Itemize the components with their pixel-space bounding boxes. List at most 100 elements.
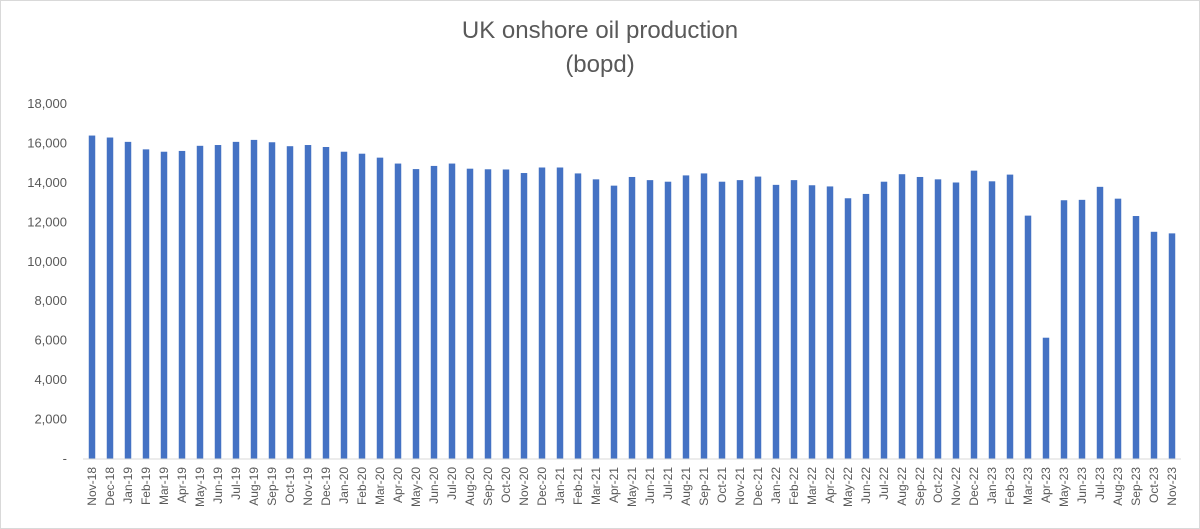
bar [1024,215,1032,459]
y-tick-label: 16,000 [27,135,67,150]
x-tick-label: May-21 [625,467,639,507]
bar [1042,337,1050,459]
bar [304,145,312,459]
bar [1078,199,1086,459]
y-axis: - 2,000 4,000 6,000 8,000 10,000 12,000 14,000 1… [27,96,67,466]
bar [88,135,96,460]
x-tick-label: Sep-23 [1129,467,1143,506]
x-tick-label: Dec-19 [319,467,333,506]
x-tick-label: Oct-22 [931,467,945,503]
bar [448,163,456,460]
x-tick-label: Sep-22 [913,467,927,506]
bar [250,139,258,459]
x-tick-label: Sep-21 [697,467,711,506]
y-tick-label: 8,000 [34,293,67,308]
bar [898,174,906,459]
x-tick-label: Nov-20 [517,467,531,506]
x-tick-label: Feb-23 [1003,467,1017,505]
x-tick-label: May-20 [409,467,423,507]
x-tick-label: Dec-18 [103,467,117,506]
bar [394,163,402,460]
bar [1132,216,1140,459]
x-axis: Nov-18 Dec-18 Jan-19 Feb-19 Mar-19 Apr-19 May-… [85,467,1179,507]
bar [700,173,708,459]
x-tick-label: Nov-22 [949,467,963,506]
x-tick-label: Feb-21 [571,467,585,505]
bar [1114,198,1122,459]
bar [340,151,348,459]
bar [466,168,474,459]
y-tick-label: 4,000 [34,372,67,387]
x-tick-label: Apr-21 [607,467,621,503]
y-tick-label: 14,000 [27,175,67,190]
bar [952,182,960,459]
x-tick-label: Apr-19 [175,467,189,503]
bars [88,135,1176,460]
bar [1096,186,1104,460]
x-tick-label: Aug-23 [1111,467,1125,506]
bar [124,141,132,459]
bar [592,179,600,460]
bar [862,193,870,459]
y-tick-label: 10,000 [27,254,67,269]
x-tick-label: Nov-18 [85,467,99,506]
x-tick-label: Jan-21 [553,467,567,504]
bar [790,180,798,459]
x-tick-label: Jun-20 [427,467,441,504]
x-tick-label: Jan-20 [337,467,351,504]
bar [664,181,672,459]
x-tick-label: Nov-23 [1165,467,1179,506]
bar [628,176,636,459]
x-tick-label: Jul-20 [445,467,459,500]
bar [556,167,564,459]
bar [772,184,780,459]
bar [502,169,510,459]
chart-title: UK onshore oil production [461,17,739,44]
x-tick-label: Oct-23 [1147,467,1161,503]
x-tick-label: Jul-19 [229,467,243,500]
x-tick-label: Jan-19 [121,467,135,504]
x-tick-label: Oct-20 [499,467,513,503]
bar [574,173,582,459]
x-tick-label: Jul-22 [877,467,891,500]
x-tick-label: Feb-19 [139,467,153,505]
bar [232,141,240,459]
y-tick-label: 2,000 [34,412,67,427]
bar [106,137,114,459]
x-tick-label: Nov-19 [301,467,315,506]
bar [214,145,222,459]
bar [826,186,834,459]
x-tick-label: Jul-21 [661,467,675,500]
bar [196,145,204,460]
x-tick-label: Apr-22 [823,467,837,503]
x-tick-label: Jul-23 [1093,467,1107,500]
bar [268,142,276,459]
bar [646,180,654,459]
bar [880,181,888,459]
bar [1006,174,1014,459]
x-tick-label: Mar-22 [805,467,819,505]
x-tick-label: Feb-22 [787,467,801,505]
bar [682,175,690,459]
bar [142,149,150,459]
bar [322,146,330,459]
x-tick-label: Aug-19 [247,467,261,506]
bar [808,185,816,459]
y-tick-label: 18,000 [27,96,67,111]
x-tick-label: Oct-19 [283,467,297,503]
x-tick-label: Aug-22 [895,467,909,506]
bar [430,165,438,459]
x-tick-label: Aug-20 [463,467,477,506]
bar [736,180,744,459]
x-tick-label: Sep-19 [265,467,279,506]
x-tick-label: Dec-22 [967,467,981,506]
bar [1150,231,1158,459]
x-tick-label: Jun-21 [643,467,657,504]
bar [1168,233,1176,459]
bar [1060,200,1068,459]
bar [988,181,996,460]
bar [484,169,492,459]
bar [754,176,762,460]
bar [610,185,618,459]
bar [178,150,186,459]
